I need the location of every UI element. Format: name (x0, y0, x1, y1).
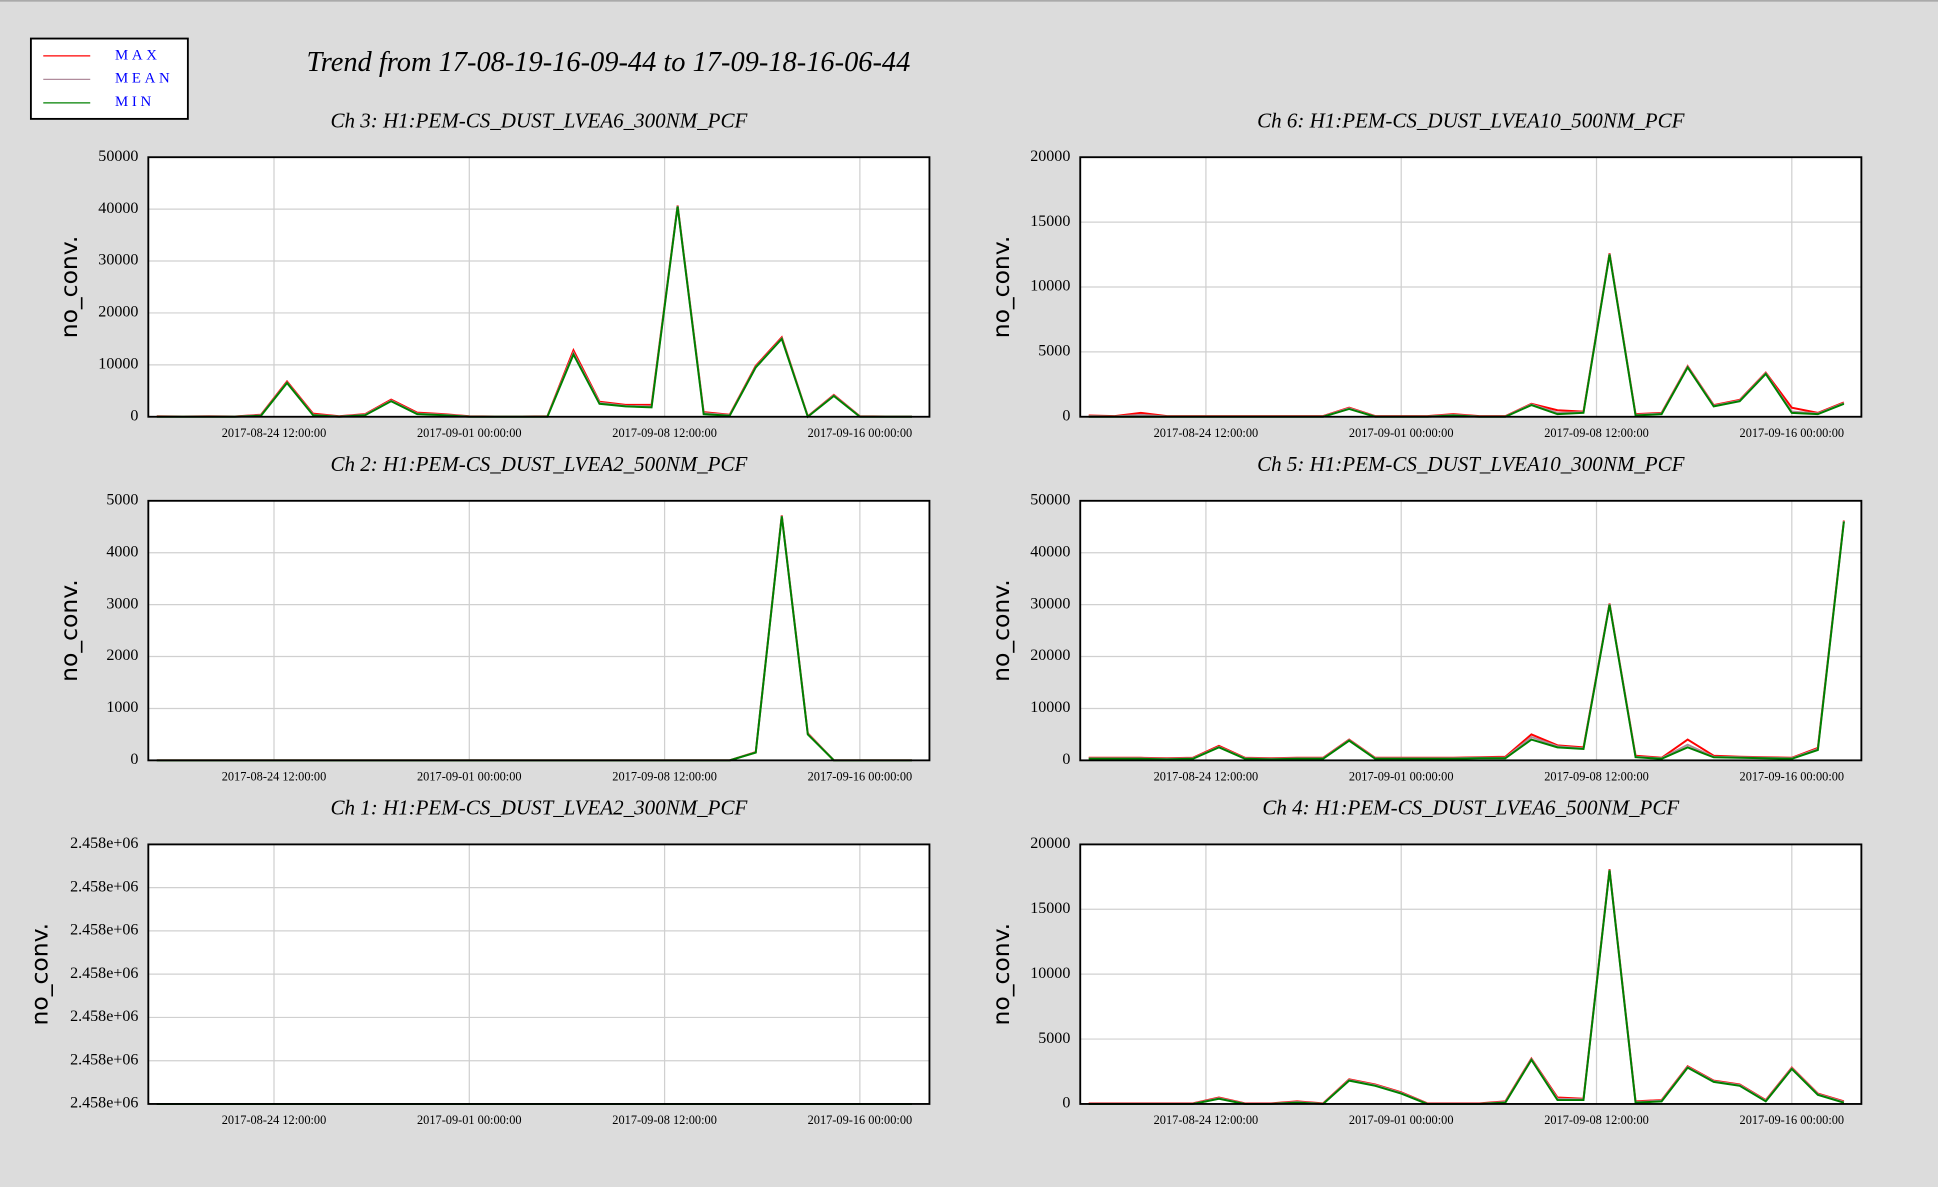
chart: 0 1000 2000 3000 4000 5000 2017-08-24 12:00:00… (55, 452, 931, 783)
y-axis-label: no_conv. (987, 579, 1015, 682)
y-axis-label: no_conv. (25, 923, 53, 1026)
x-tick-label: 2017-08-24 12:00:00 (222, 769, 327, 783)
y-tick-label: 5000 (106, 491, 138, 508)
y-tick-label: 50000 (98, 148, 138, 165)
x-tick-label: 2017-09-01 00:00:00 (1349, 769, 1454, 783)
y-tick-label: 15000 (1030, 900, 1070, 917)
x-tick-label: 2017-09-08 12:00:00 (612, 1113, 717, 1127)
y-tick-label: 10000 (1030, 278, 1070, 295)
x-tick-label: 2017-09-01 00:00:00 (1349, 1113, 1454, 1127)
y-tick-label: 4000 (106, 543, 138, 560)
x-tick-label: 2017-09-01 00:00:00 (417, 769, 522, 783)
chart-title: Ch 2: H1:PEM-CS_DUST_LVEA2_500NM_PCF (330, 452, 747, 476)
x-tick-label: 2017-09-08 12:00:00 (612, 426, 717, 440)
y-tick-label: 30000 (1030, 595, 1070, 612)
plot-area (1080, 500, 1862, 761)
y-tick-label: 0 (1062, 1095, 1070, 1112)
y-axis-label: no_conv. (55, 236, 83, 339)
x-tick-label: 2017-09-01 00:00:00 (417, 426, 522, 440)
y-tick-label: 50000 (1030, 491, 1070, 508)
y-tick-label: 5000 (1038, 343, 1070, 360)
x-tick-label: 2017-08-24 12:00:00 (1154, 769, 1259, 783)
plot-frame (1079, 843, 1863, 1105)
x-tick-label: 2017-09-08 12:00:00 (1544, 426, 1649, 440)
figure-title: Trend from 17-08-19-16-09-44 to 17-09-18… (307, 47, 911, 78)
x-tick-label: 2017-09-08 12:00:00 (1544, 1113, 1649, 1127)
chart-title: Ch 6: H1:PEM-CS_DUST_LVEA10_500NM_PCF (1257, 108, 1685, 132)
legend-label: MEAN (115, 71, 173, 87)
y-tick-label: 20000 (1030, 835, 1070, 852)
x-tick-label: 2017-09-16 00:00:00 (808, 769, 913, 783)
y-tick-label: 2000 (106, 647, 138, 664)
y-tick-label: 2.458e+06 (70, 1008, 138, 1025)
x-tick-label: 2017-09-16 00:00:00 (808, 426, 913, 440)
y-tick-label: 30000 (98, 252, 138, 269)
chart: 0 10000 20000 30000 40000 50000 2017-08-24 12:… (55, 108, 931, 440)
legend: MAX MEAN MIN (29, 37, 189, 120)
chart-title: Ch 5: H1:PEM-CS_DUST_LVEA10_300NM_PCF (1257, 452, 1685, 476)
chart: 0 5000 10000 15000 20000 2017-08-24 12:00:00 2… (987, 108, 1863, 440)
x-tick-label: 2017-08-24 12:00:00 (222, 1113, 327, 1127)
y-tick-label: 2.458e+06 (70, 1051, 138, 1068)
y-tick-label: 10000 (1030, 699, 1070, 716)
y-tick-label: 2.458e+06 (70, 965, 138, 982)
x-tick-label: 2017-09-08 12:00:00 (1544, 769, 1649, 783)
y-tick-label: 0 (1062, 751, 1070, 768)
y-tick-label: 2.458e+06 (70, 835, 138, 852)
y-tick-label: 15000 (1030, 213, 1070, 230)
x-tick-label: 2017-08-24 12:00:00 (222, 426, 327, 440)
y-tick-label: 40000 (98, 200, 138, 217)
chart-title: Ch 4: H1:PEM-CS_DUST_LVEA6_500NM_PCF (1262, 796, 1679, 820)
plot-frame (147, 156, 931, 418)
y-tick-label: 10000 (1030, 965, 1070, 982)
legend-label: MIN (115, 94, 155, 110)
series-line (1088, 521, 1845, 761)
x-tick-label: 2017-09-08 12:00:00 (612, 769, 717, 783)
x-tick-label: 2017-09-16 00:00:00 (1740, 426, 1845, 440)
x-tick-label: 2017-09-01 00:00:00 (1349, 426, 1454, 440)
chart-title: Ch 1: H1:PEM-CS_DUST_LVEA2_300NM_PCF (330, 796, 747, 820)
y-tick-label: 20000 (1030, 148, 1070, 165)
legend-label: MAX (115, 47, 161, 63)
chart: 0 5000 10000 15000 20000 2017-08-24 12:00:00 2… (987, 796, 1863, 1127)
y-axis-label: no_conv. (987, 923, 1015, 1026)
y-tick-label: 20000 (1030, 647, 1070, 664)
y-tick-label: 3000 (106, 595, 138, 612)
plot-area (148, 157, 930, 417)
y-tick-label: 2.458e+06 (70, 878, 138, 895)
plot-area (148, 500, 930, 761)
plot-frame (147, 843, 931, 1105)
y-tick-label: 0 (130, 407, 138, 424)
y-tick-label: 2.458e+06 (70, 922, 138, 939)
y-tick-label: 5000 (1038, 1030, 1070, 1047)
y-tick-label: 1000 (106, 699, 138, 716)
legend-box (29, 37, 189, 120)
y-tick-label: 0 (1062, 407, 1070, 424)
y-tick-label: 0 (130, 751, 138, 768)
y-tick-label: 2.458e+06 (70, 1095, 138, 1112)
plot-frame (1079, 499, 1863, 762)
y-tick-label: 20000 (98, 304, 138, 321)
x-tick-label: 2017-08-24 12:00:00 (1154, 426, 1259, 440)
x-tick-label: 2017-09-16 00:00:00 (808, 1113, 913, 1127)
plot-frame (147, 499, 931, 762)
x-tick-label: 2017-09-16 00:00:00 (1740, 769, 1845, 783)
y-axis-label: no_conv. (987, 236, 1015, 339)
y-tick-label: 10000 (98, 356, 138, 373)
y-axis-label: no_conv. (55, 579, 83, 682)
x-tick-label: 2017-09-16 00:00:00 (1740, 1113, 1845, 1127)
x-tick-label: 2017-09-01 00:00:00 (417, 1113, 522, 1127)
chart-title: Ch 3: H1:PEM-CS_DUST_LVEA6_300NM_PCF (330, 108, 747, 132)
chart: 0 10000 20000 30000 40000 50000 2017-08-24 12:… (987, 452, 1863, 783)
plot-frame (1079, 156, 1863, 418)
y-tick-label: 40000 (1030, 543, 1070, 560)
chart: 2.458e+06 2.458e+06 2.458e+06 2.458e+06 2.45… (25, 796, 931, 1127)
x-tick-label: 2017-08-24 12:00:00 (1154, 1113, 1259, 1127)
